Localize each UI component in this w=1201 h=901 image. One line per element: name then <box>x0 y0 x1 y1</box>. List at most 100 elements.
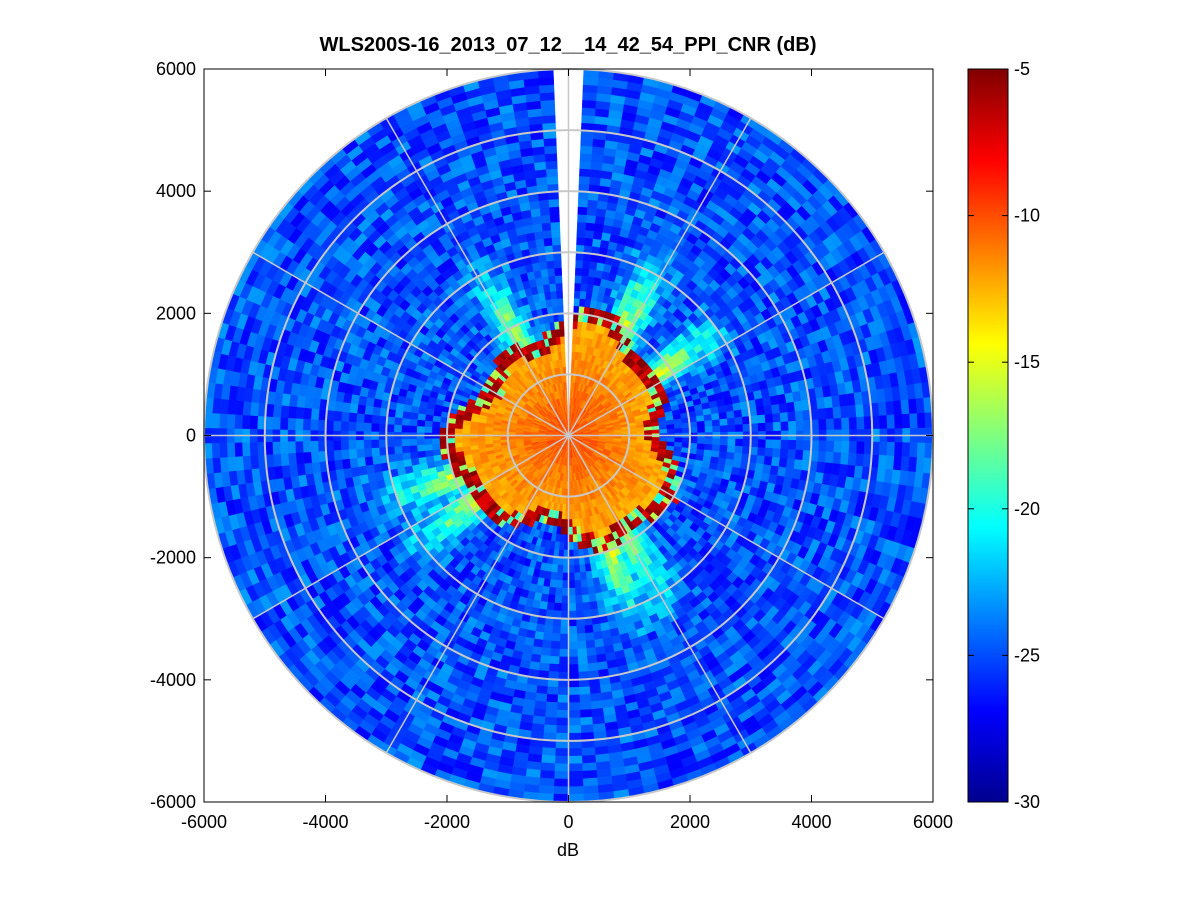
heatmap-cell <box>562 564 569 574</box>
heatmap-cell <box>545 160 558 170</box>
heatmap-cell <box>424 426 433 433</box>
heatmap-cell <box>356 456 366 467</box>
heatmap-cell <box>409 451 419 460</box>
heatmap-cell <box>579 168 591 178</box>
heatmap-cell <box>561 595 569 604</box>
heatmap-cell <box>574 282 582 292</box>
heatmap-cell <box>332 420 342 431</box>
heatmap-cell <box>553 602 562 612</box>
heatmap-cell <box>363 439 372 449</box>
heatmap-cell <box>560 610 569 619</box>
heatmap-cell <box>477 440 486 446</box>
heatmap-cell <box>416 438 425 446</box>
heatmap-cell <box>212 397 222 414</box>
heatmap-cell <box>341 458 351 470</box>
heatmap-cell <box>356 412 365 423</box>
heatmap-cell <box>556 717 569 726</box>
heatmap-cell <box>544 145 557 155</box>
heatmap-cell <box>401 424 410 433</box>
heatmap-cell <box>548 586 557 596</box>
heatmap-cell <box>556 564 564 574</box>
heatmap-cell <box>581 267 590 277</box>
heatmap-cell <box>499 436 509 441</box>
heatmap-cell <box>219 413 228 429</box>
heatmap-cell <box>540 268 549 278</box>
heatmap-cell <box>515 436 524 440</box>
heatmap-cell <box>547 267 556 277</box>
heatmap-cell <box>507 436 516 440</box>
heatmap-cell <box>295 406 305 419</box>
heatmap-cell <box>551 298 558 307</box>
heatmap-cell <box>534 631 544 641</box>
heatmap-cell <box>593 230 603 240</box>
heatmap-cell <box>370 439 380 449</box>
heatmap-cell <box>234 455 244 471</box>
heatmap-cell <box>333 410 343 422</box>
heatmap-cell <box>241 414 251 429</box>
heatmap-cell <box>544 153 558 162</box>
heatmap-cell <box>393 438 402 447</box>
heatmap-cell <box>287 405 297 419</box>
heatmap-cell <box>535 623 545 633</box>
heatmap-cell <box>371 447 380 457</box>
heatmap-cell <box>551 625 561 635</box>
heatmap-cell <box>548 198 560 208</box>
heatmap-cell <box>554 321 560 330</box>
heatmap-cell <box>534 230 544 240</box>
heatmap-cell <box>556 702 569 711</box>
heatmap-cell <box>554 267 563 276</box>
heatmap-cell <box>539 207 551 217</box>
heatmap-cell <box>554 275 563 284</box>
heatmap-cell <box>544 709 558 718</box>
heatmap-cell <box>576 221 587 231</box>
heatmap-cell <box>334 400 344 412</box>
heatmap-cell <box>548 275 557 285</box>
heatmap-cell <box>533 707 546 718</box>
heatmap-cell <box>462 428 471 434</box>
heatmap-cell <box>249 441 258 456</box>
heatmap-cell <box>558 656 569 665</box>
heatmap-cell <box>303 407 312 420</box>
heatmap-cell <box>356 404 366 415</box>
heatmap-cell <box>557 694 569 703</box>
heatmap-cell <box>539 777 555 787</box>
heatmap-cell <box>454 428 463 434</box>
heatmap-cell <box>287 441 296 454</box>
heatmap-cell <box>280 404 290 418</box>
heatmap-cell <box>561 351 566 360</box>
heatmap-cell <box>363 413 373 424</box>
heatmap-cell <box>402 452 411 461</box>
heatmap-cell <box>581 114 596 124</box>
heatmap-cell <box>534 161 547 171</box>
heatmap-cell <box>543 624 553 634</box>
heatmap-cell <box>556 297 564 307</box>
heatmap-cell <box>553 259 562 269</box>
heatmap-cell <box>540 214 551 224</box>
heatmap-cell <box>555 579 563 589</box>
heatmap-cell <box>532 146 546 156</box>
heatmap-cell <box>348 439 357 450</box>
heatmap-cell <box>364 456 374 466</box>
heatmap-cell <box>541 639 552 649</box>
heatmap-cell <box>572 320 579 330</box>
heatmap-cell <box>469 429 478 434</box>
heatmap-cell <box>554 755 569 765</box>
heatmap-cell <box>279 441 289 454</box>
heatmap-cell <box>584 229 595 239</box>
heatmap-cell <box>534 168 548 179</box>
heatmap-cell <box>539 654 551 664</box>
heatmap-cell <box>409 418 418 427</box>
heatmap-cell <box>401 445 411 454</box>
heatmap-cell <box>226 442 236 458</box>
heatmap-cell <box>559 633 569 642</box>
heatmap-cell <box>279 417 289 430</box>
heatmap-cell <box>555 282 563 292</box>
heatmap-cell <box>582 91 598 101</box>
heatmap-cell <box>589 176 602 186</box>
heatmap-cell <box>553 786 569 795</box>
heatmap-cell <box>416 419 426 427</box>
heatmap-cell <box>575 259 584 269</box>
heatmap-cell <box>370 422 380 432</box>
heatmap-cell <box>371 455 381 465</box>
heatmap-cell <box>556 290 563 299</box>
